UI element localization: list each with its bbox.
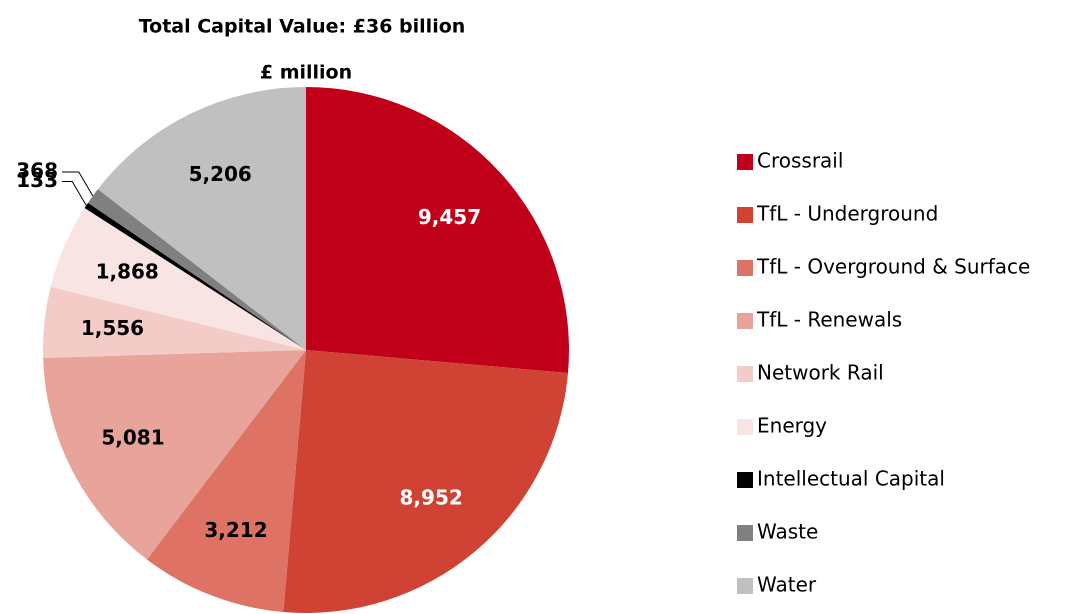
legend-label: Network Rail xyxy=(757,361,884,385)
value-label: 1,868 xyxy=(96,260,159,284)
pie-slice xyxy=(283,350,568,613)
legend-swatch xyxy=(737,578,753,594)
pie-slice xyxy=(97,86,306,350)
legend-label: TfL - Renewals xyxy=(756,308,902,332)
legend-swatch xyxy=(737,472,753,488)
value-label: 368 xyxy=(16,158,58,182)
value-label: 5,081 xyxy=(101,426,164,450)
legend-label: Waste xyxy=(757,520,818,544)
pie-slice xyxy=(42,286,306,358)
pie-slice xyxy=(306,87,569,373)
legend-swatch xyxy=(737,207,753,223)
pie-slice xyxy=(50,208,307,350)
legend-label: Intellectual Capital xyxy=(757,467,945,491)
legend-label: Water xyxy=(757,573,817,597)
value-label: 9,457 xyxy=(418,205,481,229)
legend-swatch xyxy=(737,525,753,541)
legend-label: TfL - Underground xyxy=(756,202,938,226)
chart-title: Total Capital Value: £36 billion xyxy=(139,16,466,38)
legend-swatch xyxy=(737,154,753,170)
value-label: 5,206 xyxy=(189,162,252,186)
value-label: 1,556 xyxy=(81,316,144,340)
pie-slice xyxy=(84,202,306,350)
legend-swatch xyxy=(737,419,753,435)
chart-subtitle: £ million xyxy=(260,62,352,84)
leader-line xyxy=(62,171,94,197)
pie-slice xyxy=(87,189,307,350)
value-label: 8,952 xyxy=(400,486,463,510)
legend-swatch xyxy=(737,366,753,382)
value-label: 3,212 xyxy=(204,518,267,542)
leader-line xyxy=(62,180,87,206)
pie-slice xyxy=(146,350,306,613)
legend-swatch xyxy=(737,260,753,276)
pie-slice xyxy=(43,350,307,560)
legend-label: Crossrail xyxy=(757,149,843,173)
value-label: 133 xyxy=(16,168,58,192)
legend-swatch xyxy=(737,313,753,329)
legend-label: Energy xyxy=(757,414,827,438)
legend-label: TfL - Overground & Surface xyxy=(756,255,1030,279)
